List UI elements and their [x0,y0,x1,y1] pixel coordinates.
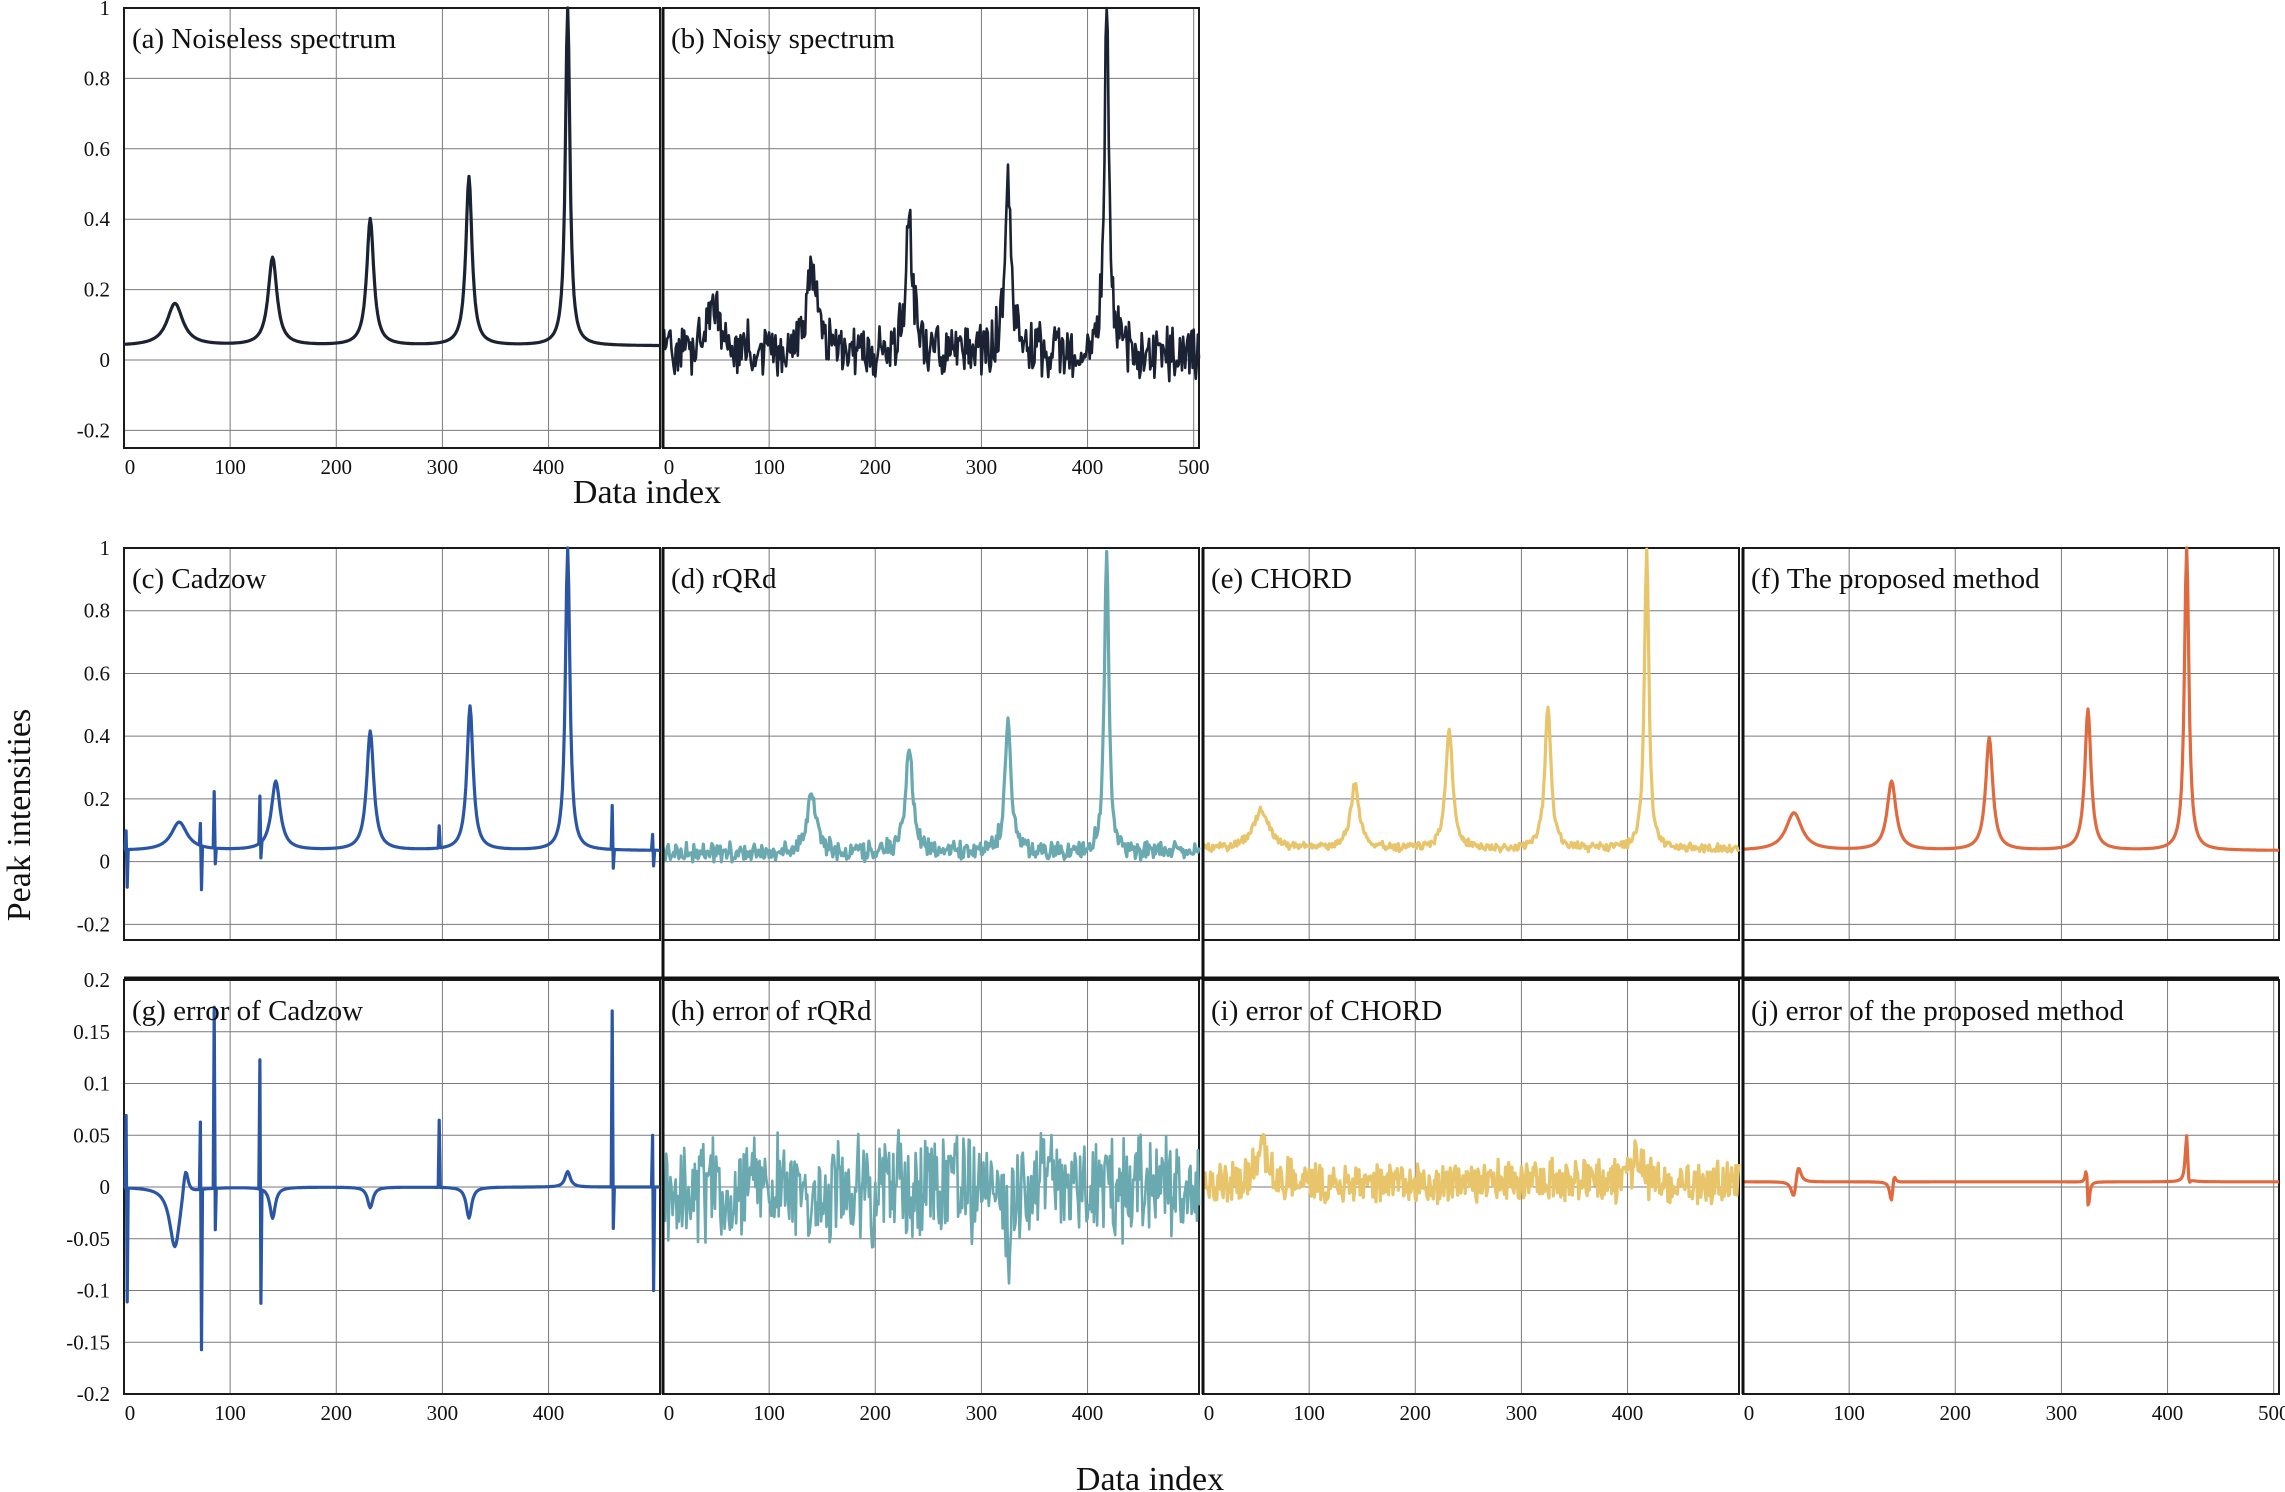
panel-title-i: (i) error of CHORD [1211,995,1442,1027]
series-line-c [123,546,661,892]
panel-b: (b) Noisy spectrum 0 100 200 300 400 500 [661,6,1210,479]
series-line-h [661,1128,1201,1285]
panel-title-j: (j) error of the proposed method [1751,995,2124,1027]
y-tick-label: 0 [100,850,111,874]
x-tick-label: 400 [2152,1401,2184,1425]
panel-title-e: (e) CHORD [1211,563,1352,595]
x-tick-label: 100 [753,455,785,479]
series-line-g [123,1005,661,1352]
series-line-b [661,6,1201,383]
panel-g: (g) error of Cadzow -0.2 -0.15 -0.1 -0.05 0 0.… [66,968,661,1425]
x-tick-label: 500 [2258,1401,2285,1425]
x-tick-label: 400 [533,1401,565,1425]
x-tick-label: 400 [1072,1401,1104,1425]
panel-f: (f) The proposed method [1742,546,2280,941]
panel-title-f: (f) The proposed method [1751,563,2040,595]
panel-title-d: (d) rQRd [671,563,777,595]
panel-d: (d) rQRd [661,547,1201,941]
series-line-j [1742,1134,2280,1207]
x-tick-label: 400 [1612,1401,1644,1425]
y-tick-label: 0.2 [84,787,110,811]
y-tick-label: 0.8 [84,66,110,90]
y-tick-label: 0 [100,348,111,372]
x-tick-label: 300 [1506,1401,1538,1425]
x-tick-label: 500 [1178,455,1210,479]
panels: (a) Noiseless spectrum -0.2 0 0.2 0.4 0.6 0.8 1… [66,0,2285,1425]
series-line-e [1201,547,1741,854]
y-tick-label: 1 [100,0,111,20]
panel-a: (a) Noiseless spectrum -0.2 0 0.2 0.4 0.6 0.8 1… [77,0,661,479]
series-line-f [1742,546,2280,852]
x-tick-label: 200 [321,1401,353,1425]
y-tick-label: 0.6 [84,661,110,685]
y-tick-label: 0.4 [84,724,111,748]
y-tick-label: -0.2 [77,1382,110,1406]
y-tick-label: 1 [100,536,111,560]
panel-frame [123,7,661,449]
x-tick-label: 0 [125,455,136,479]
panel-c: (c) Cadzow -0.2 0 0.2 0.4 0.6 0.8 1 [77,536,661,941]
y-tick-label: -0.1 [77,1279,110,1303]
panel-title-c: (c) Cadzow [132,563,267,595]
panel-title-a: (a) Noiseless spectrum [132,23,397,55]
panel-title-g: (g) error of Cadzow [132,995,363,1027]
y-tick-label: 0.6 [84,137,110,161]
x-tick-label: 100 [214,455,246,479]
y-tick-label: 0 [100,1175,111,1199]
x-tick-label: 300 [966,455,998,479]
x-tick-label: 100 [1293,1401,1325,1425]
y-tick-label: -0.15 [66,1330,110,1354]
y-tick-label: 0.1 [84,1072,110,1096]
panel-frame [662,547,1200,941]
panel-frame [662,7,1200,449]
x-tick-label: 300 [2046,1401,2078,1425]
series-line-a [123,6,661,348]
panel-e: (e) CHORD [1201,547,1741,941]
x-axis-title-top: Data index [573,474,721,511]
x-tick-label: 0 [664,455,675,479]
x-tick-label: 400 [1072,455,1104,479]
series-line-d [661,549,1201,864]
x-tick-label: 400 [533,455,565,479]
panel-frame [1202,547,1740,941]
series-line-i [1201,1132,1741,1206]
x-tick-label: 200 [860,455,892,479]
panel-i: (i) error of CHORD 0 100 200 300 400 [1201,979,1741,1425]
x-tick-label: 200 [860,1401,892,1425]
panel-title-h: (h) error of rQRd [671,995,872,1027]
x-tick-label: 0 [125,1401,136,1425]
panel-h: (h) error of rQRd 0 100 200 300 400 [661,979,1201,1425]
x-tick-label: 300 [427,1401,459,1425]
x-axis-title-bottom: Data index [1076,1461,1224,1492]
y-axis-title: Peak intensities [1,709,38,921]
x-tick-label: 300 [966,1401,998,1425]
y-tick-label: -0.2 [77,418,110,442]
y-tick-label: 0.05 [73,1123,110,1147]
y-tick-label: 0.2 [84,968,110,992]
x-tick-label: 100 [753,1401,785,1425]
y-tick-label: 0.4 [84,207,111,231]
y-tick-label: 0.15 [73,1020,110,1044]
x-tick-label: 200 [321,455,353,479]
x-tick-label: 0 [1204,1401,1215,1425]
x-tick-label: 300 [427,455,459,479]
panel-frame [1742,547,2280,941]
x-tick-label: 100 [1833,1401,1865,1425]
x-tick-label: 200 [1940,1401,1972,1425]
x-tick-label: 100 [214,1401,246,1425]
panel-j: (j) error of the proposed method 0 100 200 3… [1742,979,2285,1425]
y-tick-label: 0.8 [84,599,110,623]
x-tick-label: 0 [1744,1401,1755,1425]
y-tick-label: -0.05 [66,1227,110,1251]
x-tick-label: 200 [1400,1401,1432,1425]
panel-frame [123,547,661,941]
panel-title-b: (b) Noisy spectrum [671,23,895,55]
y-tick-label: -0.2 [77,912,110,936]
x-tick-label: 0 [664,1401,675,1425]
y-tick-label: 0.2 [84,278,110,302]
